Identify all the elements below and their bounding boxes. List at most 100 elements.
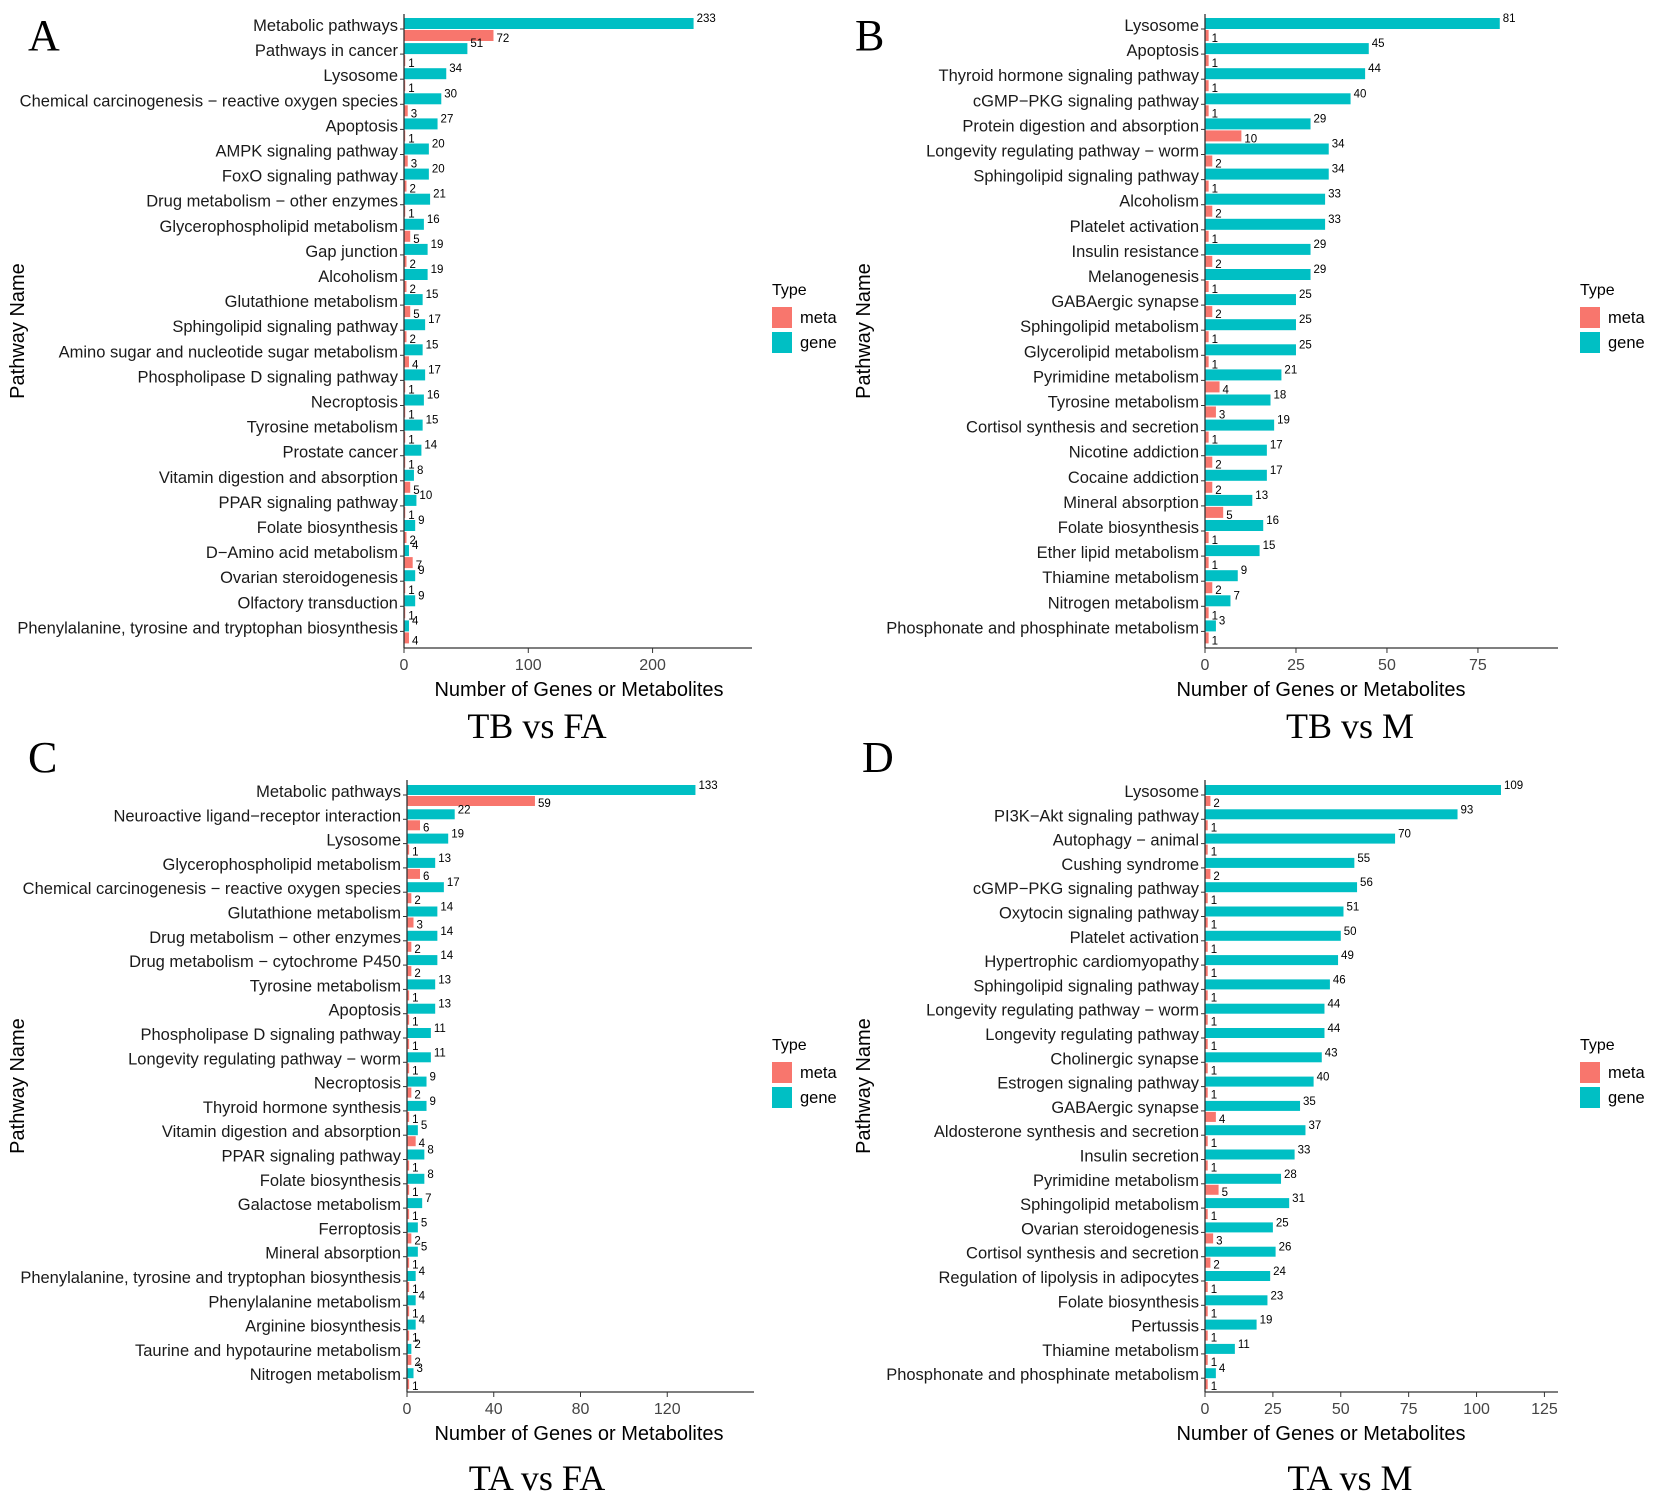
value-label-meta: 5 xyxy=(413,485,419,497)
bar-gene xyxy=(404,595,416,607)
bar-gene xyxy=(404,319,426,331)
legend-label-gene: gene xyxy=(1608,1089,1645,1107)
bar-meta xyxy=(1205,532,1209,543)
value-label-gene: 25 xyxy=(1276,1217,1289,1229)
value-label-gene: 40 xyxy=(1354,88,1367,100)
value-label-gene: 13 xyxy=(438,974,451,986)
bar-meta xyxy=(407,844,410,855)
bar-gene xyxy=(404,18,694,29)
bar-gene xyxy=(1205,218,1326,230)
bar-meta xyxy=(1205,796,1211,806)
value-label-meta: 3 xyxy=(1219,410,1225,422)
bar-gene xyxy=(1205,1149,1295,1160)
value-label-gene: 70 xyxy=(1398,829,1411,841)
value-label-gene: 33 xyxy=(1298,1145,1311,1157)
comparison-title: TB vs FA xyxy=(467,706,606,746)
x-axis-label: Number of Genes or Metabolites xyxy=(434,1423,723,1445)
category-label: Thyroid hormone synthesis xyxy=(203,1099,401,1117)
value-label-gene: 40 xyxy=(1317,1072,1330,1084)
bar-gene xyxy=(1205,1052,1322,1063)
legend-label-meta: meta xyxy=(800,309,838,327)
value-label-gene: 24 xyxy=(1273,1266,1286,1278)
bar-gene xyxy=(404,419,423,431)
category-label: Nicotine addiction xyxy=(1069,444,1199,462)
bar-gene xyxy=(407,1173,425,1184)
bar-gene xyxy=(1205,1003,1325,1014)
legend-title: Type xyxy=(772,282,807,299)
value-label-gene: 55 xyxy=(1357,853,1370,865)
chart-panel-D: D Pathway Name Lysosome 109 2 PI3K−Akt signal… xyxy=(853,733,1646,1498)
value-label-gene: 9 xyxy=(418,515,424,527)
value-label-meta: 1 xyxy=(412,1041,418,1053)
bar-meta xyxy=(407,1379,410,1390)
value-label-gene: 15 xyxy=(426,289,439,301)
category-label: Phosphonate and phosphinate metabolism xyxy=(886,619,1199,637)
value-label-meta: 1 xyxy=(408,610,414,622)
bar-gene xyxy=(1205,43,1369,55)
value-label-meta: 2 xyxy=(409,184,415,196)
value-label-gene: 34 xyxy=(1332,164,1345,176)
value-label-gene: 11 xyxy=(1238,1339,1250,1351)
bar-meta xyxy=(1205,431,1209,443)
bar-meta xyxy=(404,180,407,192)
bar-gene xyxy=(1205,570,1238,582)
value-label-gene: 49 xyxy=(1341,950,1354,962)
category-label: D−Amino acid metabolism xyxy=(206,544,398,562)
category-label: Cortisol synthesis and secretion xyxy=(966,1245,1199,1263)
value-label-gene: 29 xyxy=(1314,264,1327,276)
bar-meta xyxy=(407,1209,410,1220)
bar-meta xyxy=(1205,281,1209,292)
bar-meta xyxy=(1205,1063,1208,1074)
value-label-meta: 4 xyxy=(1223,384,1230,396)
bar-gene xyxy=(407,1003,436,1014)
bar-meta xyxy=(1205,557,1209,569)
bar-meta xyxy=(1205,1039,1208,1049)
comparison-title: TB vs M xyxy=(1286,706,1414,746)
bar-meta xyxy=(1205,990,1208,1001)
category-label: Vitamin digestion and absorption xyxy=(162,1123,401,1141)
value-label-meta: 72 xyxy=(496,33,509,45)
category-label: Lysosome xyxy=(323,67,398,85)
category-label: Lysosome xyxy=(326,832,401,850)
bar-gene xyxy=(404,193,431,205)
bar-gene xyxy=(404,118,438,130)
value-label-meta: 1 xyxy=(408,58,414,70)
value-label-gene: 25 xyxy=(1299,289,1312,301)
legend-title: Type xyxy=(772,1037,807,1054)
category-label: Nitrogen metabolism xyxy=(250,1366,401,1384)
value-label-meta: 1 xyxy=(412,992,418,1004)
value-label-gene: 23 xyxy=(1270,1290,1283,1302)
category-label: Cushing syndrome xyxy=(1061,856,1199,874)
value-label-meta: 4 xyxy=(412,359,419,371)
category-label: Drug metabolism − other enzymes xyxy=(146,193,398,211)
category-label: Phospholipase D signaling pathway xyxy=(140,1026,401,1044)
value-label-gene: 5 xyxy=(421,1242,427,1254)
category-label: Necroptosis xyxy=(311,394,398,412)
category-label: Folate biosynthesis xyxy=(1058,1293,1199,1311)
bar-meta xyxy=(407,1136,416,1147)
bar-gene xyxy=(407,930,438,941)
value-label-meta: 1 xyxy=(1212,108,1218,120)
value-label-meta: 2 xyxy=(1215,209,1221,221)
category-label: Glutathione metabolism xyxy=(225,293,398,311)
bar-gene xyxy=(1205,979,1330,990)
value-label-gene: 25 xyxy=(1299,339,1312,351)
value-label-gene: 133 xyxy=(698,780,717,792)
category-label: Autophagy − animal xyxy=(1053,832,1199,850)
value-label-meta: 1 xyxy=(412,1381,418,1393)
bar-meta xyxy=(407,990,410,1001)
value-label-gene: 233 xyxy=(697,13,716,25)
category-label: Pyrimidine metabolism xyxy=(1033,1172,1199,1190)
bar-meta xyxy=(407,820,421,831)
value-label-meta: 5 xyxy=(413,309,419,321)
bar-gene xyxy=(407,809,455,820)
value-label-gene: 14 xyxy=(440,902,453,914)
category-label: Gap junction xyxy=(305,243,398,261)
value-label-gene: 33 xyxy=(1328,189,1341,201)
value-label-gene: 15 xyxy=(426,339,439,351)
category-label: Pertussis xyxy=(1131,1318,1199,1336)
value-label-gene: 17 xyxy=(428,364,441,376)
value-label-meta: 1 xyxy=(412,1333,418,1345)
value-label-gene: 15 xyxy=(426,415,439,427)
